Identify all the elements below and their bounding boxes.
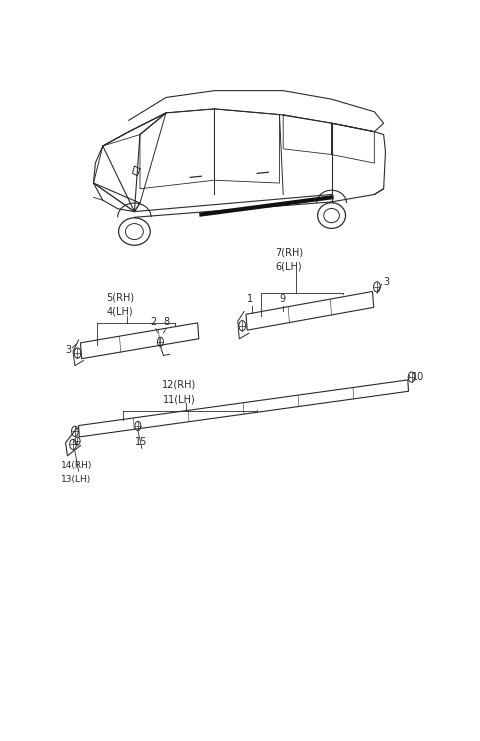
Text: 11(LH): 11(LH) [163, 394, 195, 404]
Text: 1: 1 [247, 294, 253, 304]
Text: 6(LH): 6(LH) [276, 262, 302, 272]
Text: 3: 3 [384, 277, 390, 287]
Text: 14(RH): 14(RH) [61, 461, 92, 470]
Text: 15: 15 [135, 437, 147, 448]
Text: 12(RH): 12(RH) [162, 379, 196, 390]
Text: 4(LH): 4(LH) [107, 307, 133, 317]
Text: 5(RH): 5(RH) [106, 292, 134, 302]
Text: 10: 10 [411, 372, 424, 382]
Text: 13(LH): 13(LH) [61, 475, 91, 484]
Text: 3: 3 [65, 345, 71, 355]
Text: 2: 2 [151, 317, 157, 328]
Text: 9: 9 [279, 294, 286, 304]
Text: 7(RH): 7(RH) [275, 247, 303, 257]
Text: 8: 8 [163, 317, 169, 328]
